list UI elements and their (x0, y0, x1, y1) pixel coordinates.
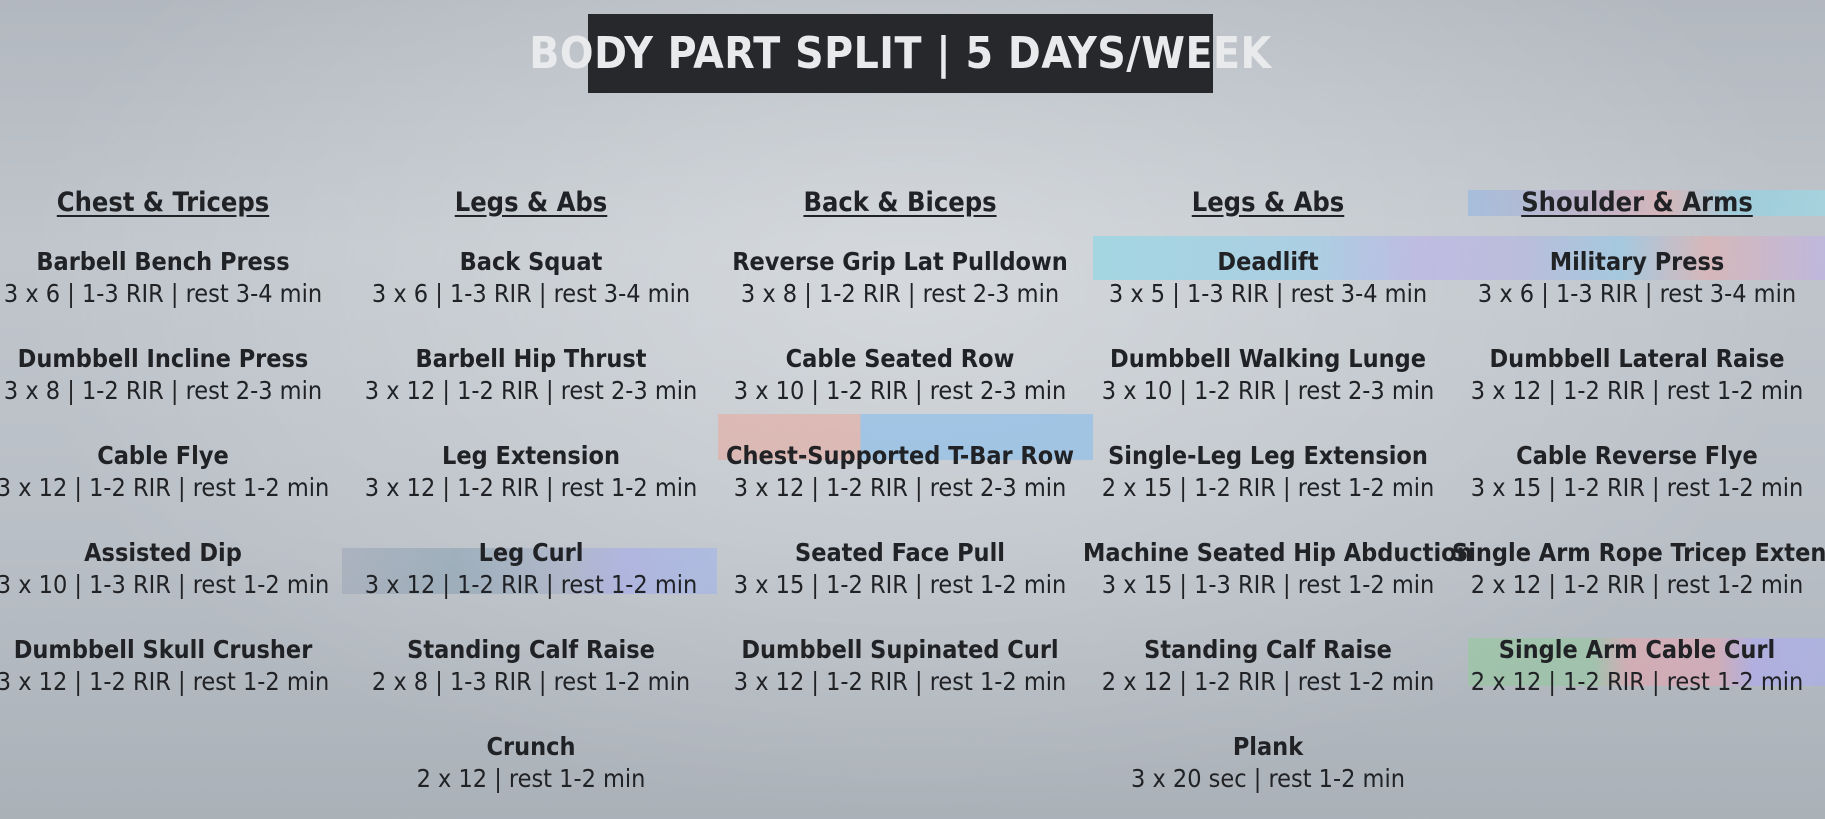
exercise-name: Deadlift (1217, 247, 1319, 276)
exercise-detail: 3 x 12 | 1-2 RIR | rest 1-2 min (364, 473, 698, 502)
exercise-name: Cable Reverse Flye (1516, 441, 1758, 470)
exercise-item: Dumbbell Supinated Curl 3 x 12 | 1-2 RIR… (715, 634, 1085, 731)
exercise-name: Machine Seated Hip Abduction (1083, 538, 1473, 567)
exercise-detail: 3 x 12 | 1-2 RIR | rest 2-3 min (364, 376, 698, 405)
exercise-detail: 3 x 20 sec | rest 1-2 min (1131, 764, 1405, 793)
day-column-shoulder-arms: Shoulder & Arms Military Press 3 x 6 | 1… (1452, 183, 1825, 731)
exercise-name: Leg Extension (442, 441, 620, 470)
exercise-name: Military Press (1549, 247, 1725, 276)
day-column-legs-abs-1: Legs & Abs Back Squat 3 x 6 | 1-3 RIR | … (346, 183, 716, 819)
exercise-detail: 2 x 15 | 1-2 RIR | rest 1-2 min (1101, 473, 1435, 502)
exercise-name: Back Squat (459, 247, 603, 276)
exercise-detail: 3 x 12 | 1-2 RIR | rest 1-2 min (733, 667, 1067, 696)
exercise-item: Single Arm Cable Curl 2 x 12 | 1-2 RIR |… (1452, 634, 1822, 731)
exercise-detail: 2 x 12 | rest 1-2 min (416, 764, 646, 793)
exercise-detail: 3 x 10 | 1-2 RIR | rest 2-3 min (733, 376, 1067, 405)
exercise-item: Machine Seated Hip Abduction 3 x 15 | 1-… (1083, 537, 1473, 634)
exercise-item: Single-Leg Leg Extension 2 x 15 | 1-2 RI… (1083, 440, 1453, 537)
day-column-chest-triceps: Chest & Triceps Barbell Bench Press 3 x … (0, 183, 348, 731)
exercise-detail: 3 x 12 | 1-2 RIR | rest 1-2 min (364, 570, 698, 599)
exercise-name: Standing Calf Raise (1144, 635, 1392, 664)
exercise-detail: 3 x 8 | 1-2 RIR | rest 2-3 min (3, 376, 323, 405)
exercise-item: Crunch 2 x 12 | rest 1-2 min (346, 731, 716, 819)
exercise-detail: 3 x 12 | 1-2 RIR | rest 2-3 min (733, 473, 1067, 502)
exercise-name: Single Arm Rope Tricep Extension (1452, 538, 1825, 567)
day-header: Legs & Abs (1191, 187, 1345, 218)
exercise-detail: 3 x 10 | 1-2 RIR | rest 2-3 min (1101, 376, 1435, 405)
exercise-detail: 3 x 12 | 1-2 RIR | rest 1-2 min (0, 473, 330, 502)
exercise-item: Cable Reverse Flye 3 x 15 | 1-2 RIR | re… (1452, 440, 1822, 537)
exercise-name: Assisted Dip (84, 538, 242, 567)
exercise-detail: 3 x 5 | 1-3 RIR | rest 3-4 min (1108, 279, 1428, 308)
exercise-item: Seated Face Pull 3 x 15 | 1-2 RIR | rest… (715, 537, 1085, 634)
day-column-legs-abs-2: Legs & Abs Deadlift 3 x 5 | 1-3 RIR | re… (1083, 183, 1473, 819)
exercise-detail: 3 x 15 | 1-2 RIR | rest 1-2 min (733, 570, 1067, 599)
exercise-item: Leg Curl 3 x 12 | 1-2 RIR | rest 1-2 min (346, 537, 716, 634)
exercise-name: Standing Calf Raise (407, 635, 655, 664)
exercise-name: Dumbbell Lateral Raise (1489, 344, 1785, 373)
exercise-item: Standing Calf Raise 2 x 8 | 1-3 RIR | re… (346, 634, 716, 731)
exercise-detail: 2 x 12 | 1-2 RIR | rest 1-2 min (1101, 667, 1435, 696)
exercise-name: Single-Leg Leg Extension (1108, 441, 1428, 470)
exercise-item: Deadlift 3 x 5 | 1-3 RIR | rest 3-4 min (1083, 246, 1453, 343)
exercise-item: Cable Seated Row 3 x 10 | 1-2 RIR | rest… (715, 343, 1085, 440)
exercise-detail: 3 x 12 | 1-2 RIR | rest 1-2 min (0, 667, 330, 696)
exercise-detail: 2 x 12 | 1-2 RIR | rest 1-2 min (1470, 667, 1804, 696)
workout-columns: Chest & Triceps Barbell Bench Press 3 x … (0, 183, 1825, 803)
exercise-detail: 3 x 10 | 1-3 RIR | rest 1-2 min (0, 570, 330, 599)
exercise-name: Dumbbell Skull Crusher (13, 635, 313, 664)
exercise-detail: 3 x 8 | 1-2 RIR | rest 2-3 min (740, 279, 1060, 308)
exercise-detail: 2 x 12 | 1-2 RIR | rest 1-2 min (1470, 570, 1804, 599)
exercise-item: Cable Flye 3 x 12 | 1-2 RIR | rest 1-2 m… (0, 440, 348, 537)
exercise-item: Back Squat 3 x 6 | 1-3 RIR | rest 3-4 mi… (346, 246, 716, 343)
exercise-name: Dumbbell Supinated Curl (741, 635, 1059, 664)
exercise-item: Standing Calf Raise 2 x 12 | 1-2 RIR | r… (1083, 634, 1453, 731)
page-title: BODY PART SPLIT | 5 DAYS/WEEK (529, 14, 1271, 93)
exercise-item: Assisted Dip 3 x 10 | 1-3 RIR | rest 1-2… (0, 537, 348, 634)
exercise-name: Seated Face Pull (795, 538, 1005, 567)
exercise-detail: 3 x 6 | 1-3 RIR | rest 3-4 min (3, 279, 323, 308)
exercise-item: Single Arm Rope Tricep Extension 2 x 12 … (1452, 537, 1825, 634)
exercise-item: Dumbbell Lateral Raise 3 x 12 | 1-2 RIR … (1452, 343, 1822, 440)
day-header: Shoulder & Arms (1521, 187, 1753, 218)
exercise-item: Reverse Grip Lat Pulldown 3 x 8 | 1-2 RI… (715, 246, 1085, 343)
exercise-name: Barbell Bench Press (36, 247, 290, 276)
exercise-item: Dumbbell Walking Lunge 3 x 10 | 1-2 RIR … (1083, 343, 1453, 440)
exercise-detail: 3 x 15 | 1-2 RIR | rest 1-2 min (1470, 473, 1804, 502)
exercise-item: Dumbbell Skull Crusher 3 x 12 | 1-2 RIR … (0, 634, 348, 731)
exercise-detail: 2 x 8 | 1-3 RIR | rest 1-2 min (371, 667, 691, 696)
exercise-name: Single Arm Cable Curl (1498, 635, 1776, 664)
exercise-name: Leg Curl (478, 538, 584, 567)
exercise-item: Plank 3 x 20 sec | rest 1-2 min (1083, 731, 1453, 819)
exercise-name: Barbell Hip Thrust (415, 344, 647, 373)
exercise-detail: 3 x 6 | 1-3 RIR | rest 3-4 min (1477, 279, 1797, 308)
exercise-name: Cable Seated Row (785, 344, 1015, 373)
exercise-name: Plank (1232, 732, 1304, 761)
day-header: Back & Biceps (803, 187, 997, 218)
exercise-detail: 3 x 6 | 1-3 RIR | rest 3-4 min (371, 279, 691, 308)
exercise-item: Military Press 3 x 6 | 1-3 RIR | rest 3-… (1452, 246, 1822, 343)
day-header: Chest & Triceps (56, 187, 270, 218)
exercise-name: Dumbbell Walking Lunge (1110, 344, 1426, 373)
day-column-back-biceps: Back & Biceps Reverse Grip Lat Pulldown … (715, 183, 1085, 731)
exercise-name: Crunch (486, 732, 576, 761)
exercise-item: Chest-Supported T-Bar Row 3 x 12 | 1-2 R… (715, 440, 1085, 537)
exercise-name: Chest-Supported T-Bar Row (726, 441, 1074, 470)
exercise-name: Dumbbell Incline Press (17, 344, 309, 373)
exercise-detail: 3 x 12 | 1-2 RIR | rest 1-2 min (1470, 376, 1804, 405)
day-header: Legs & Abs (454, 187, 608, 218)
exercise-item: Barbell Bench Press 3 x 6 | 1-3 RIR | re… (0, 246, 348, 343)
exercise-item: Dumbbell Incline Press 3 x 8 | 1-2 RIR |… (0, 343, 348, 440)
exercise-item: Barbell Hip Thrust 3 x 12 | 1-2 RIR | re… (346, 343, 716, 440)
exercise-name: Reverse Grip Lat Pulldown (732, 247, 1068, 276)
exercise-name: Cable Flye (97, 441, 229, 470)
exercise-detail: 3 x 15 | 1-3 RIR | rest 1-2 min (1101, 570, 1435, 599)
exercise-item: Leg Extension 3 x 12 | 1-2 RIR | rest 1-… (346, 440, 716, 537)
